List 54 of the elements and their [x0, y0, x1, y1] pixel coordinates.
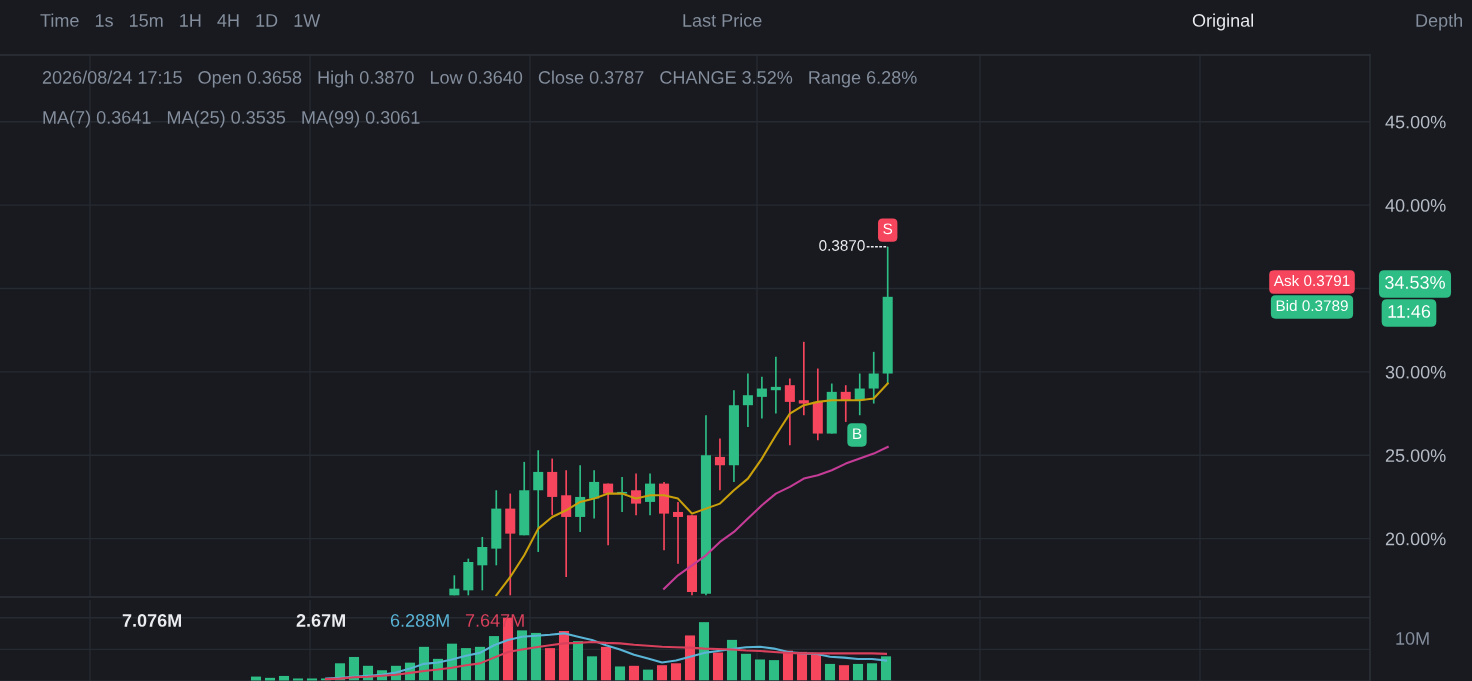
bar [880, 656, 892, 681]
text: Depth [1416, 13, 1463, 31]
text: 11:46 [1388, 305, 1431, 318]
annotation: B [853, 428, 862, 439]
annotation: Bid 0.3789 [1276, 299, 1348, 312]
candlestick [714, 437, 725, 492]
candlestick [589, 469, 600, 520]
annotation: 2.67M [296, 614, 345, 627]
bar [824, 663, 836, 681]
bar [670, 663, 682, 681]
bar [866, 663, 878, 681]
candlestick [798, 341, 809, 417]
candlestick [533, 449, 544, 553]
bar [754, 659, 766, 681]
annotation: 0.3870 [819, 240, 865, 251]
bar [544, 648, 556, 681]
annotation: 2026/08/24 17:15 Open 0.3658 High 0.3870 Low 0.3640 Close 0.3787 CHANGE 3.52% Range 6.28% [42, 70, 917, 88]
bar [698, 622, 710, 681]
y-tick-label: 25.00% [1385, 449, 1446, 462]
line-series [495, 382, 889, 597]
candlestick [672, 501, 684, 565]
bar [516, 630, 528, 681]
bar [572, 641, 584, 681]
y-tick-label: 45.00% [1385, 115, 1446, 129]
candlestick [756, 376, 767, 420]
annotation: MA(7) 0.3641 MA(25) 0.3535 MA(99) 0.3061 [43, 110, 420, 128]
candlestick [603, 482, 614, 547]
bar [656, 665, 668, 681]
bar [712, 652, 724, 681]
text: 10M [1396, 632, 1429, 645]
bar [628, 665, 640, 681]
bar [600, 646, 612, 681]
text: 34.53% [1385, 276, 1445, 289]
bar [852, 663, 864, 681]
bar [586, 656, 598, 681]
candlestick [742, 372, 753, 428]
text: Time 1s 15m 1H 4H 1D 1W [40, 13, 321, 27]
annotation: S [883, 223, 893, 235]
bar [838, 665, 850, 681]
text: Original [1192, 13, 1254, 31]
annotation: 6.288M [390, 614, 449, 627]
candlestick [477, 536, 488, 592]
text: Last Price [683, 13, 762, 27]
line-series [662, 445, 889, 590]
y-tick-label: 40.00% [1385, 199, 1446, 212]
annotation: Ask 0.3791 [1273, 274, 1350, 287]
text: 7.076M [122, 614, 182, 627]
bar [614, 666, 626, 681]
y-tick-label: 20.00% [1385, 532, 1446, 546]
bar [768, 660, 780, 681]
candlestick [784, 377, 795, 447]
y-tick-label: 30.00% [1385, 365, 1446, 379]
candlestick [868, 351, 879, 405]
bar [740, 653, 752, 681]
